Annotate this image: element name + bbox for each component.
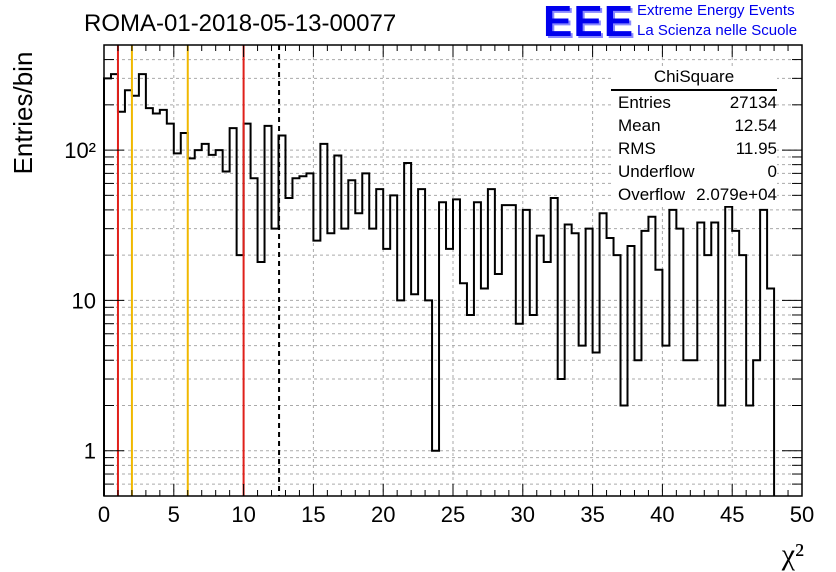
stats-row: Entries 27134 <box>611 91 777 114</box>
stats-value: 0 <box>767 162 777 181</box>
y-tick-label: 10² <box>64 138 96 163</box>
histogram-series <box>103 73 776 496</box>
stats-title: ChiSquare <box>611 66 777 91</box>
x-tick-label: 5 <box>168 502 180 527</box>
x-axis-label: χ² <box>781 538 804 571</box>
y-tick-label: 1 <box>84 439 96 464</box>
stats-label: Mean <box>618 116 661 135</box>
x-tick-label: 30 <box>511 502 535 527</box>
x-tick-label: 50 <box>790 502 814 527</box>
x-tick-label: 0 <box>98 502 110 527</box>
stats-row: Underflow 0 <box>611 160 777 183</box>
x-tick-label: 20 <box>371 502 395 527</box>
logo-line-2: La Scienza nelle Scuole <box>637 22 798 39</box>
x-tick-label: 25 <box>441 502 465 527</box>
x-tick-label: 40 <box>650 502 674 527</box>
stats-label: Underflow <box>618 162 695 181</box>
stats-row: Mean 12.54 <box>611 114 777 137</box>
x-tick-label: 35 <box>580 502 604 527</box>
run-title: ROMA-01-2018-05-13-00077 <box>84 10 397 37</box>
x-tick-label: 15 <box>301 502 325 527</box>
y-tick-label: 10 <box>72 288 96 313</box>
stats-value: 2.079e+04 <box>696 185 777 204</box>
y-axis-label: Entries/bin <box>8 52 38 175</box>
stats-value: 11.95 <box>735 139 777 158</box>
stats-label: Overflow <box>618 185 686 204</box>
logo-line-1: Extreme Energy Events <box>637 2 795 19</box>
stats-label: Entries <box>618 93 671 112</box>
eee-logo: EEE <box>543 0 635 46</box>
x-tick-label: 10 <box>231 502 255 527</box>
stats-value: 12.54 <box>734 116 777 135</box>
x-tick-label: 45 <box>720 502 744 527</box>
stats-label: RMS <box>618 139 656 158</box>
stats-value: 27134 <box>729 93 777 112</box>
stats-row: RMS 11.95 <box>611 137 777 160</box>
stats-row: Overflow 2.079e+04 <box>611 183 777 206</box>
stats-box: ChiSquare Entries 27134 Mean 12.54 RMS 11.9… <box>611 66 777 206</box>
